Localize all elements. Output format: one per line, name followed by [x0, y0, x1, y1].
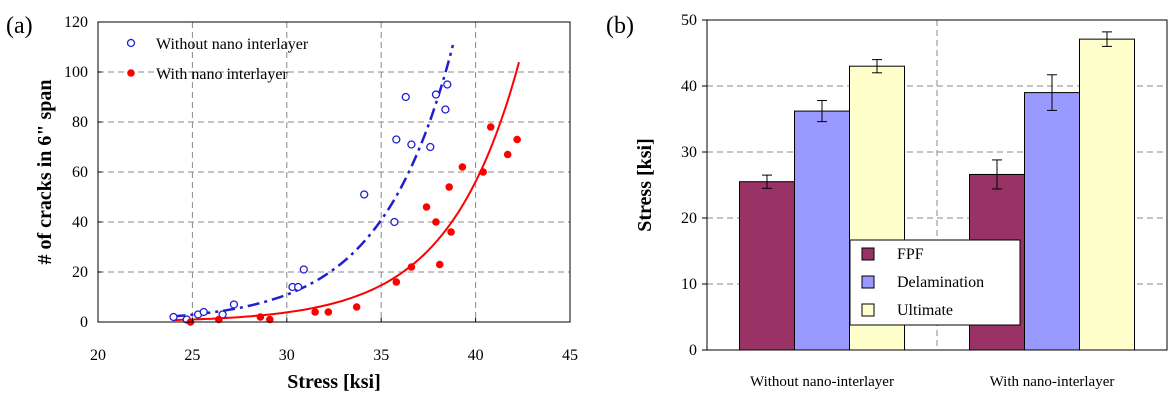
category-label-without-nano-interlayer: Without nano-interlayer: [750, 374, 894, 390]
x-tick-label-35: 35: [373, 347, 389, 364]
point-with-nano-interlayer-3: [266, 315, 274, 324]
bar-fpf-without-nano-interlayer: [739, 181, 795, 351]
panel-b-stress-bars: (b) 0 10 20 30 40 50 Without nano-interlayer Wi…: [606, 12, 1168, 390]
panel-a-legend: Without nano interlayer With nano interl…: [126, 36, 309, 83]
point-with-nano-interlayer-2: [256, 313, 265, 321]
x-tick-label-40: 40: [468, 347, 484, 364]
point-with-nano-interlayer-13: [447, 228, 455, 236]
legend-label-with-nano: With nano interlayer: [156, 66, 288, 83]
y-tick-label-40: 40: [681, 78, 697, 95]
panel-a-data-points: [169, 80, 521, 326]
point-without-nano-interlayer-5: [229, 300, 239, 309]
point-with-nano-interlayer-9: [422, 203, 431, 211]
x-tick-label-25: 25: [184, 347, 200, 364]
legend-swatch-delamination: [861, 275, 875, 289]
point-without-nano-interlayer-12: [401, 92, 410, 102]
point-with-nano-interlayer-1: [215, 315, 223, 324]
point-with-nano-interlayer-5: [324, 308, 333, 316]
point-with-nano-interlayer-15: [479, 168, 487, 176]
x-tick-label-20: 20: [90, 347, 106, 364]
y-tick-label-40: 40: [72, 214, 88, 231]
y-tick-label-0: 0: [689, 342, 697, 359]
y-tick-label-50: 50: [681, 12, 697, 29]
panel-b-legend: FPF Delamination Ultimate: [849, 239, 1021, 326]
x-tick-label-45: 45: [562, 347, 578, 364]
y-tick-label-100: 100: [64, 64, 88, 81]
point-with-nano-interlayer-16: [486, 123, 495, 131]
y-tick-label-0: 0: [80, 314, 88, 331]
point-with-nano-interlayer-8: [407, 263, 416, 271]
point-without-nano-interlayer-9: [360, 190, 369, 199]
legend-label-delamination: Delamination: [897, 274, 984, 291]
point-without-nano-interlayer-0: [169, 312, 178, 322]
point-with-nano-interlayer-11: [435, 260, 444, 269]
point-without-nano-interlayer-13: [407, 140, 416, 149]
y-tick-label-10: 10: [681, 276, 697, 293]
point-without-nano-interlayer-15: [431, 90, 441, 99]
panel-b-legend-box: [849, 239, 1021, 326]
y-tick-label-30: 30: [681, 144, 697, 161]
point-without-nano-interlayer-4: [218, 310, 227, 319]
point-without-nano-interlayer-7: [293, 282, 303, 292]
legend-swatch-fpf: [861, 247, 875, 261]
trendline-with-nano-interlayer: [173, 61, 520, 322]
legend-label-without-nano: Without nano interlayer: [156, 36, 309, 53]
point-with-nano-interlayer-7: [392, 278, 401, 286]
legend-label-ultimate: Ultimate: [897, 302, 953, 319]
y-tick-label-120: 120: [64, 14, 88, 31]
point-without-nano-interlayer-10: [390, 217, 399, 227]
point-without-nano-interlayer-17: [443, 80, 452, 89]
panel-a-label: (a): [6, 13, 33, 39]
panel-a-gridlines: [98, 22, 570, 322]
point-with-nano-interlayer-14: [458, 163, 467, 171]
point-with-nano-interlayer-10: [432, 218, 440, 226]
point-with-nano-interlayer-18: [513, 135, 521, 144]
bar-delamination-without-nano-interlayer: [794, 110, 850, 351]
trendline-without-nano-interlayer: [173, 44, 455, 318]
point-with-nano-interlayer-17: [503, 150, 512, 159]
point-without-nano-interlayer-16: [441, 105, 450, 114]
panel-a-trendlines: [173, 44, 520, 322]
legend-swatch-ultimate: [861, 303, 875, 317]
point-without-nano-interlayer-8: [299, 265, 308, 274]
y-tick-label-80: 80: [72, 114, 88, 131]
point-with-nano-interlayer-12: [445, 183, 453, 191]
panel-a-x-axis-title: Stress [ksi]: [287, 371, 381, 393]
category-label-with-nano-interlayer: With nano-interlayer: [990, 374, 1115, 390]
point-without-nano-interlayer-3: [199, 307, 208, 317]
point-with-nano-interlayer-6: [352, 303, 361, 311]
point-without-nano-interlayer-11: [392, 135, 401, 144]
panel-b-tick-labels: 0 10 20 30 40 50 Without nano-interlayer With n…: [681, 12, 1114, 390]
panel-b-plot-frame: [706, 19, 1168, 351]
point-with-nano-interlayer-4: [311, 308, 319, 316]
bar-ultimate-with-nano-interlayer: [1079, 38, 1135, 351]
legend-open-circle-marker: [126, 38, 136, 48]
point-without-nano-interlayer-14: [426, 142, 435, 152]
bar-delamination-with-nano-interlayer: [1024, 92, 1080, 351]
legend-label-fpf: FPF: [897, 246, 924, 263]
legend-filled-circle-marker: [127, 69, 135, 77]
panel-b-y-axis-title: Stress [ksi]: [634, 138, 656, 232]
y-tick-label-60: 60: [72, 164, 88, 181]
y-tick-label-20: 20: [72, 264, 88, 281]
y-tick-label-20: 20: [681, 210, 697, 227]
x-tick-label-30: 30: [279, 347, 295, 364]
panel-a-y-axis-title: # of cracks in 6" span: [34, 79, 56, 264]
panel-b-label: (b): [606, 13, 634, 39]
